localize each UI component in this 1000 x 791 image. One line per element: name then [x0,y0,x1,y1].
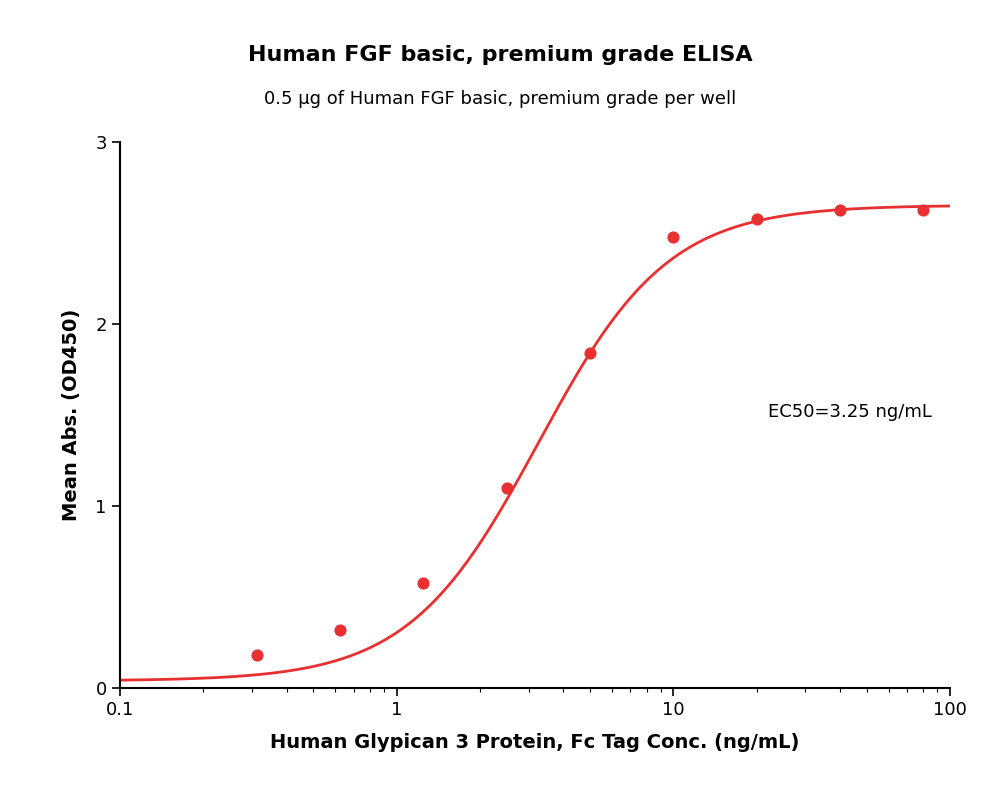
Text: 0.5 μg of Human FGF basic, premium grade per well: 0.5 μg of Human FGF basic, premium grade… [264,90,736,108]
Point [582,347,598,360]
X-axis label: Human Glypican 3 Protein, Fc Tag Conc. (ng/mL): Human Glypican 3 Protein, Fc Tag Conc. (… [270,733,800,752]
Text: EC50=3.25 ng/mL: EC50=3.25 ng/mL [768,403,932,421]
Point [415,577,431,589]
Text: Human FGF basic, premium grade ELISA: Human FGF basic, premium grade ELISA [248,45,752,66]
Point [249,649,265,662]
Point [749,213,765,225]
Y-axis label: Mean Abs. (OD450): Mean Abs. (OD450) [62,309,81,521]
Point [332,623,348,636]
Point [665,231,681,244]
Point [832,203,848,216]
Point [499,482,515,494]
Point [915,203,931,216]
